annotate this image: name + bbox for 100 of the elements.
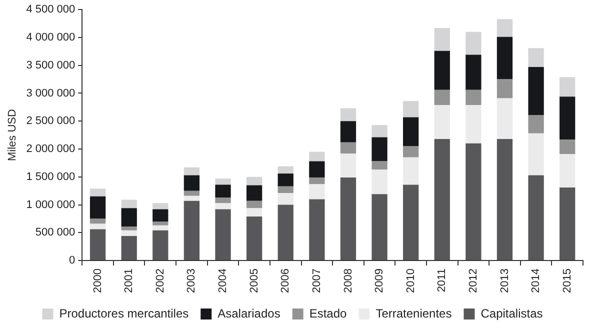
bar <box>152 203 168 210</box>
y-tick-label: 4 000 000 <box>26 32 76 44</box>
bar <box>560 154 576 188</box>
y-tick-label: 3 500 000 <box>26 59 76 72</box>
bar <box>434 50 450 90</box>
bar <box>90 218 106 224</box>
bar <box>309 161 325 178</box>
bar <box>278 174 294 186</box>
bar <box>372 170 388 194</box>
bar <box>309 199 325 260</box>
bar <box>278 166 294 174</box>
bar <box>466 104 482 144</box>
bar <box>152 230 168 260</box>
legend-label: Productores mercantiles <box>59 306 189 320</box>
bar <box>121 200 137 208</box>
bar <box>403 117 419 146</box>
y-axis-title: Miles USD <box>6 109 19 162</box>
bar <box>403 101 419 118</box>
bar <box>340 142 356 154</box>
x-tick-label: 2013 <box>498 268 511 294</box>
bar <box>340 121 356 142</box>
bar <box>560 77 576 97</box>
bar <box>496 19 513 37</box>
bar <box>121 230 137 236</box>
x-tick-label: 2006 <box>280 268 292 294</box>
x-tick-label: 2008 <box>342 268 354 294</box>
bar <box>434 138 450 260</box>
bar <box>121 236 137 260</box>
y-tick-label: 500 000 <box>35 226 76 239</box>
bar <box>215 178 231 185</box>
bar <box>278 193 294 205</box>
bar <box>496 138 513 260</box>
bar <box>528 175 544 260</box>
x-tick-label: 2015 <box>561 268 574 294</box>
bar <box>466 143 482 260</box>
bar <box>246 176 262 186</box>
bar <box>309 177 325 184</box>
bar <box>528 48 544 68</box>
bar <box>340 177 356 260</box>
y-tick-label: 0 <box>69 254 76 267</box>
bar <box>246 216 262 260</box>
bar <box>434 28 450 51</box>
bar <box>184 196 200 201</box>
x-tick-label: 2009 <box>374 268 386 294</box>
bar <box>90 224 106 230</box>
bar <box>152 209 168 222</box>
bar <box>560 140 576 154</box>
bar <box>372 125 388 138</box>
bar <box>403 157 419 185</box>
bar <box>309 184 325 200</box>
bar <box>340 153 356 178</box>
x-tick-label: 2005 <box>248 268 260 294</box>
bar <box>496 36 513 80</box>
bar <box>246 200 262 208</box>
x-tick-label: 2011 <box>436 268 448 292</box>
bar <box>528 133 544 176</box>
bar <box>246 208 262 216</box>
bar <box>246 185 262 201</box>
bar <box>121 226 137 230</box>
bar <box>560 187 576 260</box>
y-tick-label: 1 500 000 <box>26 170 76 183</box>
bar <box>184 200 200 260</box>
bar <box>434 104 450 139</box>
bar <box>121 208 137 227</box>
bar <box>215 184 231 198</box>
bar <box>90 188 106 196</box>
bar <box>184 190 200 196</box>
bar <box>372 161 388 170</box>
x-tick-label: 2003 <box>186 268 198 294</box>
bar <box>340 108 356 122</box>
x-tick-label: 2012 <box>467 268 480 294</box>
bar <box>152 225 168 230</box>
legend-label: Estado <box>309 306 348 320</box>
bar <box>184 175 200 191</box>
y-tick-label: 2 000 000 <box>26 143 76 156</box>
bar <box>403 184 419 260</box>
legend-label: Terratenientes <box>376 306 452 320</box>
x-tick-label: 2014 <box>530 268 542 294</box>
x-tick-label: 2002 <box>154 268 166 294</box>
legend-label: Asalariados <box>218 306 280 320</box>
bar <box>215 209 231 260</box>
x-tick-label: 2004 <box>217 268 230 294</box>
x-tick-label: 2001 <box>123 268 136 294</box>
bar <box>152 221 168 226</box>
bar <box>466 90 482 105</box>
bar <box>90 196 106 219</box>
y-tick-label: 4 500 000 <box>26 4 76 16</box>
bar <box>215 198 231 204</box>
y-tick-label: 3 000 000 <box>26 87 76 100</box>
legend-label: Capitalistas <box>480 306 543 320</box>
bar <box>309 152 325 162</box>
bar <box>184 167 200 176</box>
bar <box>90 229 106 260</box>
y-tick-label: 1 000 000 <box>26 198 76 211</box>
bar <box>278 186 294 194</box>
x-tick-label: 2010 <box>404 268 417 294</box>
bar <box>215 203 231 210</box>
x-tick-label: 2000 <box>92 268 104 294</box>
bar <box>528 67 544 115</box>
bar <box>372 194 388 260</box>
